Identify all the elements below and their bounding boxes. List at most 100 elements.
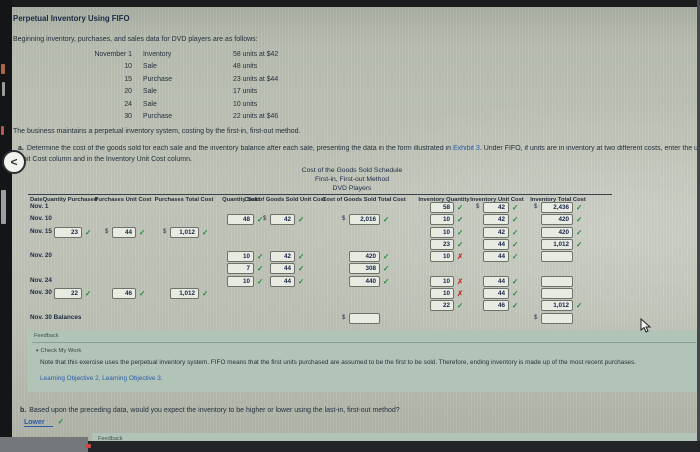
cogs-total-cost-cell: 440 ✓	[349, 276, 389, 287]
inventory-total-cost-input[interactable]: 1,012	[541, 300, 573, 311]
cogs-unit-cost-input[interactable]: 44	[270, 276, 295, 287]
exhibit-3-link[interactable]: Exhibit 3	[452, 145, 480, 152]
correct-check-icon: ✓	[139, 227, 146, 237]
part-a-text: Determine the cost of the goods sold for…	[26, 145, 451, 152]
inventory-quantity-input[interactable]: 10	[430, 251, 454, 262]
inventory-unit-cost-input[interactable]: 42	[483, 202, 509, 213]
learning-objective-links[interactable]: Learning Objective 2, Learning Objective…	[40, 375, 163, 382]
inventory-quantity-input[interactable]: 58	[430, 202, 454, 213]
inventory-quantity-input[interactable]: 10	[430, 227, 454, 238]
inventory-quantity-cell: 10 ✗	[430, 276, 463, 287]
feedback-label: Feedback	[34, 333, 59, 339]
purchases-unit-cost-input[interactable]: 44	[112, 227, 136, 238]
inventory-total-cost-input[interactable]: 1,012	[541, 239, 573, 250]
inventory-total-cost-input[interactable]	[541, 276, 573, 287]
screen-bezel-left	[0, 0, 12, 452]
correct-check-icon: ✓	[457, 300, 464, 310]
cogs-unit-cost-cell: 44 ✓	[270, 276, 304, 287]
inventory-quantity-cell: 10 ✓	[430, 214, 463, 225]
cogs-unit-cost-cell: 42 ✓	[270, 251, 304, 262]
part-b-answer: Lower ✓	[24, 418, 64, 427]
inventory-unit-cost-input[interactable]: 44	[483, 239, 509, 250]
inventory-quantity-input[interactable]: 23	[430, 239, 454, 250]
cogs-unit-cost-input[interactable]: 44	[270, 263, 295, 274]
data-line-units: 23 units at $44	[233, 76, 279, 83]
purchases-unit-cost-input[interactable]: 46	[112, 288, 136, 299]
inventory-unit-cost-input[interactable]: 42	[483, 214, 509, 225]
data-line-date: November 1	[94, 51, 132, 58]
inventory-total-balance-input[interactable]	[541, 313, 573, 324]
quantity-sold-input[interactable]: 48	[227, 214, 254, 225]
correct-check-icon: ✓	[457, 239, 464, 249]
inventory-total-cost-input[interactable]	[541, 251, 573, 262]
inventory-quantity-input[interactable]: 22	[430, 300, 454, 311]
table-row: Nov. 30 22 ✓ 46 ✓ 1,012 ✓ 10 ✗ 44 ✓	[0, 288, 700, 300]
schedule-subject: DVD Players	[332, 185, 372, 192]
cogs-total-cost-input[interactable]: 440	[349, 276, 380, 287]
inventory-unit-cost-input[interactable]: 44	[483, 251, 509, 262]
correct-check-icon: ✓	[512, 227, 519, 237]
purchases-unit-cost-cell: 46 ✓	[112, 288, 145, 299]
col-header-date: Date	[30, 197, 43, 203]
inventory-total-cost-input[interactable]: 420	[541, 214, 573, 225]
quantity-sold-input[interactable]: 10	[227, 276, 254, 287]
correct-check-icon: ✓	[85, 227, 92, 237]
quantity-sold-cell: 10 ✓	[227, 276, 263, 287]
dollar-sign: $	[342, 315, 346, 321]
dollar-sign: $	[476, 204, 480, 210]
inventory-unit-cost-cell: 42 ✓	[483, 214, 518, 225]
cogs-total-balance-input[interactable]	[349, 313, 380, 324]
answer-dropdown[interactable]: Lower	[24, 419, 53, 427]
intro-text: Beginning inventory, purchases, and sale…	[13, 36, 258, 43]
cogs-unit-cost-input[interactable]: 42	[270, 214, 295, 225]
dollar-sign: $	[105, 229, 109, 235]
quantity-purchased-input[interactable]: 23	[54, 227, 82, 238]
data-line: 15 Purchase 23 units at $44	[0, 76, 700, 88]
inventory-unit-cost-input[interactable]: 46	[483, 300, 509, 311]
incorrect-x-icon: ✗	[457, 251, 464, 261]
purchases-total-cost-input[interactable]: 1,012	[170, 227, 199, 238]
part-a-line1: a. Determine the cost of the goods sold f…	[18, 145, 698, 152]
quantity-sold-input[interactable]: 10	[227, 251, 254, 262]
correct-check-icon: ✓	[457, 214, 464, 224]
inventory-unit-cost-input[interactable]: 44	[483, 276, 509, 287]
correct-check-icon: ✓	[383, 276, 390, 286]
inventory-total-cost-input[interactable]: 2,436	[541, 202, 573, 213]
data-line-event: Purchase	[143, 113, 173, 120]
inventory-total-cost-cell	[541, 251, 576, 262]
inventory-unit-cost-input[interactable]: 42	[483, 227, 509, 238]
correct-check-icon: ✓	[512, 288, 519, 298]
screen-bezel-right	[697, 0, 700, 452]
inventory-total-cost-input[interactable]: 420	[541, 227, 573, 238]
inventory-quantity-input[interactable]: 10	[430, 214, 454, 225]
inventory-unit-cost-input[interactable]: 44	[483, 288, 509, 299]
correct-check-icon: ✓	[257, 263, 264, 273]
purchases-total-cost-cell: 1,012 ✓	[170, 288, 208, 299]
inventory-total-cost-input[interactable]	[541, 288, 573, 299]
purchases-total-cost-input[interactable]: 1,012	[170, 288, 199, 299]
inventory-total-cost-cell: $ 2,436 ✓	[534, 202, 583, 213]
quantity-sold-cell: 7 ✓	[227, 263, 263, 274]
data-line-event: Sale	[143, 63, 157, 70]
col-header-inventory-unit-cost: Inventory Unit Cost	[470, 197, 524, 203]
cogs-total-cost-input[interactable]: 420	[349, 251, 380, 262]
correct-check-icon: ✓	[576, 202, 583, 212]
quantity-sold-input[interactable]: 7	[227, 263, 254, 274]
check-my-work-toggle[interactable]: ▾ Check My Work	[36, 348, 81, 354]
inventory-quantity-input[interactable]: 10	[430, 288, 454, 299]
check-my-work-label: Check My Work	[40, 348, 82, 354]
feedback-panel: Feedback ▾ Check My Work Note that this e…	[28, 330, 700, 392]
cogs-unit-cost-input[interactable]: 42	[270, 251, 295, 262]
data-line-event: Sale	[143, 88, 157, 95]
correct-check-icon: ✓	[457, 227, 464, 237]
cogs-unit-cost-cell: $ 42 ✓	[263, 214, 304, 225]
inventory-quantity-input[interactable]: 10	[430, 276, 454, 287]
previous-page-button[interactable]: <	[2, 150, 26, 174]
cogs-total-cost-input[interactable]: 2,016	[349, 214, 380, 225]
quantity-purchased-input[interactable]: 22	[54, 288, 82, 299]
inventory-total-cost-cell: 1,012 ✓	[541, 300, 582, 311]
col-header-purchases-total-cost: Purchases Total Cost	[154, 197, 214, 203]
cogs-total-cost-input[interactable]: 308	[349, 263, 380, 274]
bezel-reflection	[2, 82, 5, 96]
inventory-total-cost-cell: 1,012 ✓	[541, 239, 582, 250]
